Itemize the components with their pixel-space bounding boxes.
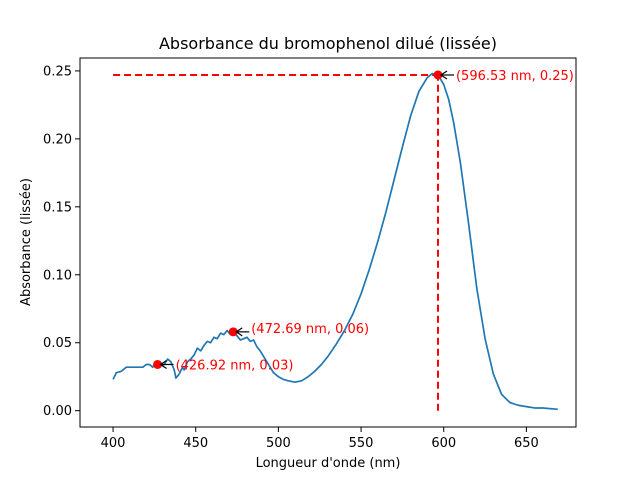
chart-title: Absorbance du bromophenol dilué (lissée) xyxy=(159,34,497,53)
annotation-label: (596.53 nm, 0.25) xyxy=(456,69,574,84)
x-tick-label: 600 xyxy=(431,436,456,451)
y-axis-ticks: 0.00 0.05 0.10 0.15 0.20 0.25 xyxy=(43,64,80,419)
series-line xyxy=(112,72,558,411)
y-tick-label: 0.10 xyxy=(43,268,72,283)
annotation-label: (426.92 nm, 0.03) xyxy=(176,358,294,373)
x-axis-ticks: 400 450 500 550 600 650 xyxy=(101,427,539,451)
annotation-arrowhead xyxy=(159,359,167,369)
plot-frame xyxy=(79,57,577,428)
peak-marker xyxy=(433,70,443,80)
y-tick-label: 0.00 xyxy=(43,404,72,419)
plot-content: (426.92 nm, 0.03) (472.69 nm, 0.06) (596.5… xyxy=(112,69,574,411)
x-tick-label: 400 xyxy=(101,436,126,451)
x-tick-label: 650 xyxy=(514,436,539,451)
annotation-arrowhead xyxy=(439,70,448,80)
x-tick-label: 550 xyxy=(349,436,374,451)
y-axis-label: Absorbance (lissée) xyxy=(19,178,34,306)
x-tick-label: 500 xyxy=(266,436,291,451)
peak-marker xyxy=(228,327,238,337)
peak-marker xyxy=(153,359,163,369)
annotation-label: (472.69 nm, 0.06) xyxy=(251,322,369,337)
annotation-arrowhead xyxy=(235,327,243,337)
y-tick-label: 0.20 xyxy=(43,132,72,147)
x-tick-label: 450 xyxy=(183,436,208,451)
y-tick-label: 0.15 xyxy=(43,200,72,215)
y-tick-label: 0.25 xyxy=(43,64,72,79)
x-axis-label: Longueur d'onde (nm) xyxy=(256,456,401,471)
y-tick-label: 0.05 xyxy=(43,336,72,351)
